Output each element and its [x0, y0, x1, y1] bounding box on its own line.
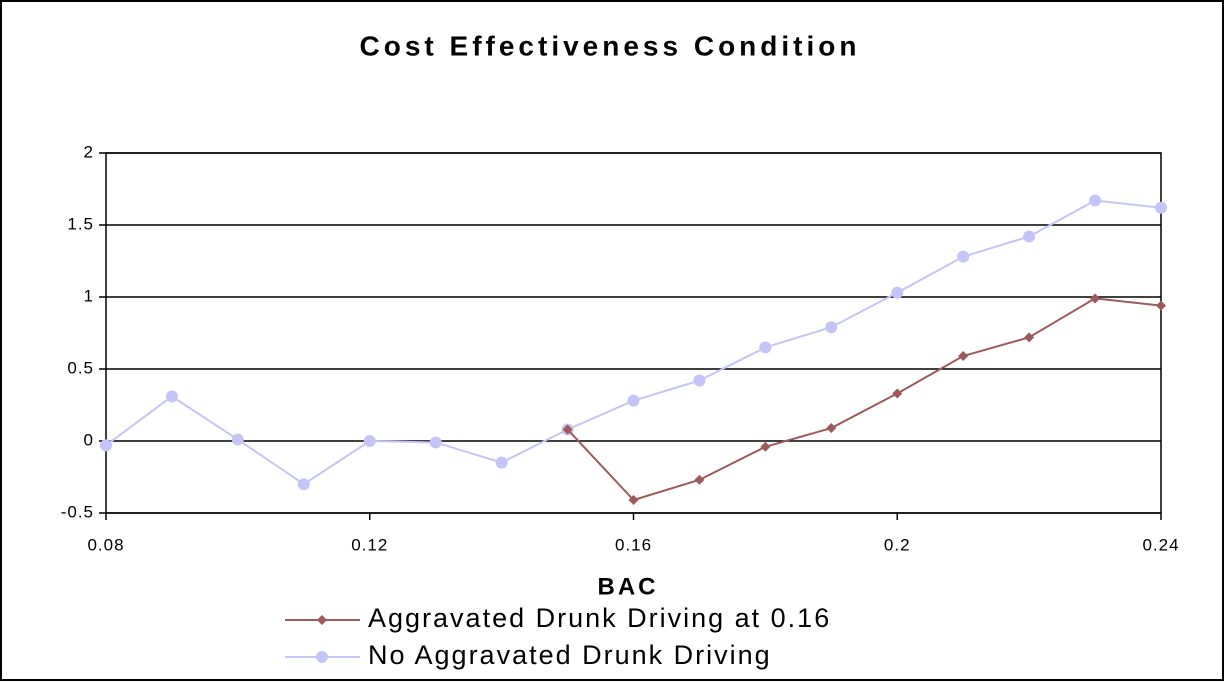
x-tick-label: 0.24: [1142, 535, 1179, 554]
point-marker: [231, 433, 244, 446]
plot-area: [105, 152, 1162, 514]
chart-title: Cost Effectiveness Condition: [360, 30, 861, 61]
x-tick-label: 0.16: [615, 535, 652, 554]
point-marker: [759, 341, 772, 354]
point-marker: [693, 374, 706, 387]
legend-marker: [316, 651, 328, 663]
y-tick-label: -0.5: [61, 502, 94, 521]
point-marker: [892, 388, 903, 399]
point-marker: [495, 456, 508, 469]
point-marker: [429, 436, 442, 449]
point-marker: [165, 390, 178, 403]
series-line: [566, 297, 1162, 502]
x-tick-label: 0.08: [87, 535, 124, 554]
point-marker: [760, 441, 771, 452]
legend-label: No Aggravated Drunk Driving: [368, 640, 772, 670]
point-marker: [562, 424, 573, 435]
legend-marker: [317, 615, 327, 625]
point-marker: [825, 321, 838, 334]
point-marker: [1090, 293, 1101, 304]
point-marker: [297, 478, 310, 491]
x-tick-label: 0.2: [884, 535, 911, 554]
point-marker: [1089, 194, 1102, 207]
y-tick-label: 1.5: [67, 214, 94, 233]
point-marker: [891, 286, 904, 299]
point-marker: [1156, 300, 1166, 311]
legend-label: Aggravated Drunk Driving at 0.16: [368, 603, 831, 633]
y-tick-label: 0.5: [67, 358, 94, 377]
point-marker: [1024, 332, 1035, 343]
point-marker: [100, 439, 112, 452]
point-marker: [627, 394, 640, 407]
y-tick-label: 0: [84, 430, 94, 449]
point-marker: [628, 495, 639, 506]
x-axis-label: BAC: [598, 573, 659, 600]
point-marker: [958, 351, 969, 362]
point-marker: [826, 423, 837, 434]
point-marker: [363, 435, 376, 447]
point-marker: [1155, 201, 1167, 214]
y-tick-label: 2: [84, 142, 94, 161]
point-marker: [1023, 230, 1036, 243]
point-marker: [957, 250, 970, 263]
x-tick-label: 0.12: [351, 535, 388, 554]
y-tick-label: 1: [84, 286, 94, 305]
point-marker: [694, 474, 705, 485]
